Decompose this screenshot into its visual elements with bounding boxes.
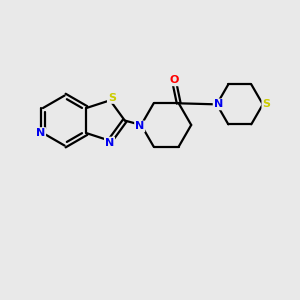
Text: S: S [262, 99, 270, 110]
Text: S: S [108, 93, 116, 103]
Text: N: N [214, 99, 223, 110]
Text: N: N [135, 122, 144, 131]
Text: N: N [105, 138, 114, 148]
Text: O: O [169, 75, 179, 85]
Text: N: N [36, 128, 45, 138]
